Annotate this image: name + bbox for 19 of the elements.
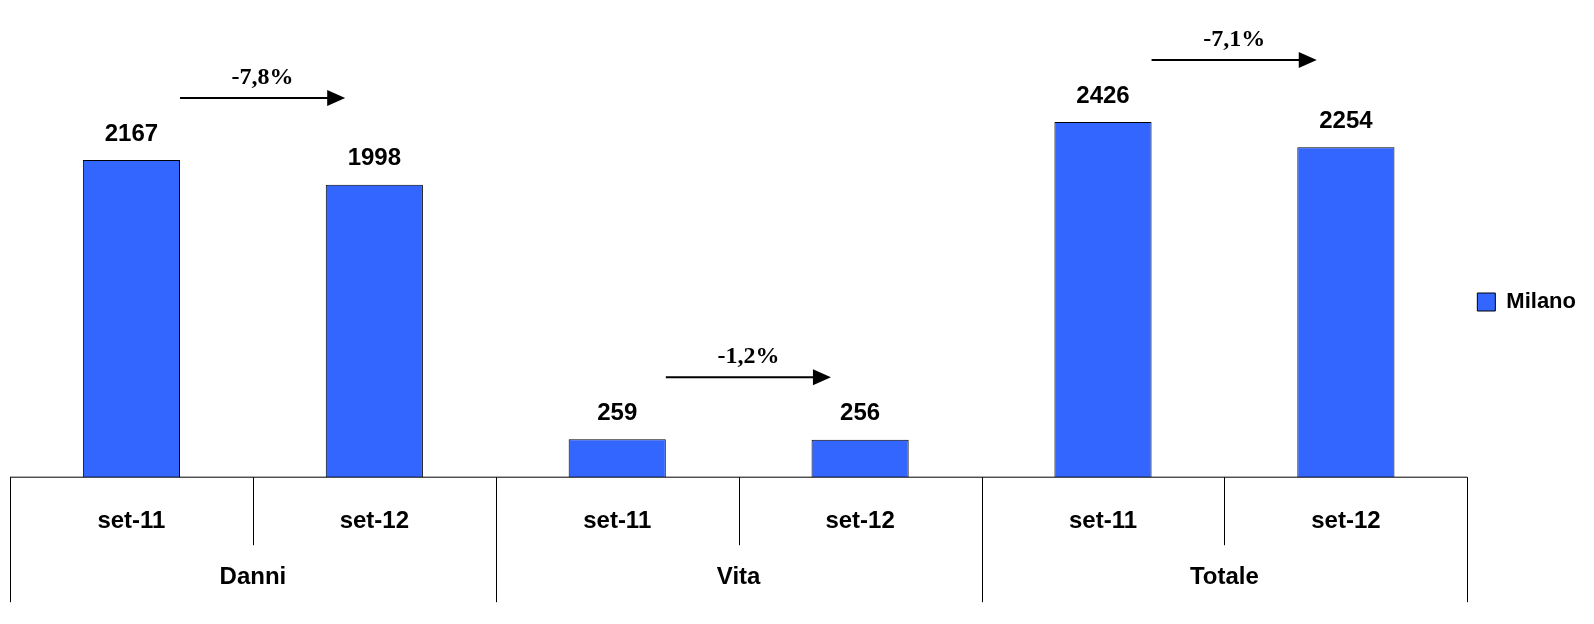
annotation: -1,2% <box>717 342 780 369</box>
data-label: 2167 <box>104 118 159 146</box>
data-label: 259 <box>597 397 638 425</box>
text: Danni <box>219 561 287 589</box>
x-tick-label: set-11 <box>583 506 652 534</box>
x-tick-label: set-12 <box>339 506 410 534</box>
x-tick-label: set-12 <box>1311 506 1381 534</box>
x-tick-label: set-11 <box>97 506 166 534</box>
text: Vita <box>716 561 762 589</box>
data-label: 2254 <box>1319 105 1374 133</box>
text: -7,1% <box>1203 25 1266 52</box>
text: Totale <box>1189 561 1259 589</box>
data-label: 256 <box>840 398 881 426</box>
data-label: 2426 <box>1076 80 1130 108</box>
legend-label: Milano <box>1506 288 1577 314</box>
x-tick-label: set-12 <box>825 506 895 534</box>
data-label: 1998 <box>347 143 402 171</box>
text: -7,8% <box>231 63 294 90</box>
x-tick-label: set-11 <box>1068 506 1138 534</box>
